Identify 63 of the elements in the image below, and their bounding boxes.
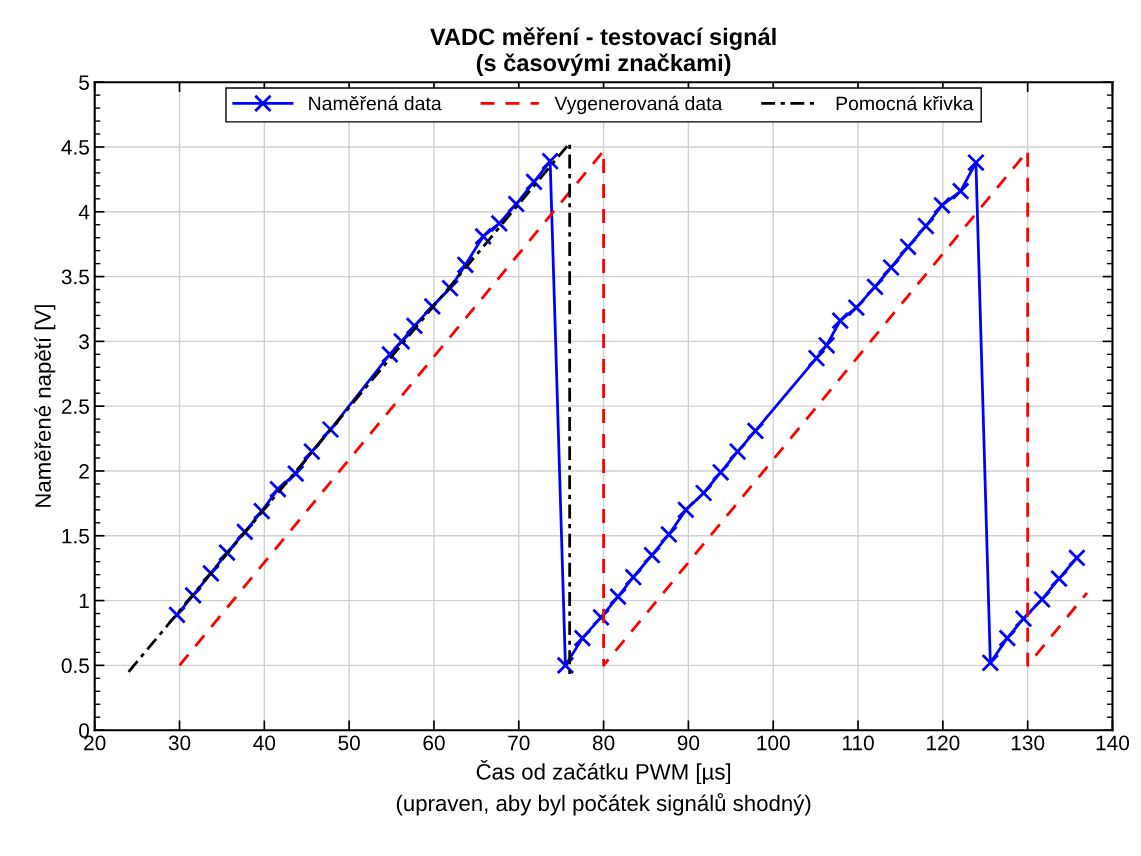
- point: [728, 442, 747, 461]
- y-tick-label: 2.5: [61, 399, 89, 414]
- legend-label: Vygenerovaná data: [554, 95, 723, 115]
- x-tick-label: 80: [592, 735, 615, 751]
- x-tick-label: 110: [843, 735, 874, 751]
- point: [659, 525, 678, 544]
- y-tick-label: 3.5: [61, 269, 89, 285]
- y-tick-label: 1: [79, 593, 89, 609]
- point: [573, 629, 592, 648]
- point: [392, 332, 411, 351]
- point: [865, 277, 885, 296]
- point: [932, 196, 952, 215]
- x-tick-label: 50: [338, 735, 360, 751]
- point: [847, 298, 866, 317]
- point: [746, 421, 765, 440]
- x-tick-label: 90: [677, 735, 700, 751]
- point: [624, 568, 643, 587]
- y-tick-label: 5: [79, 75, 89, 90]
- legend-label: Pomocná křivka: [836, 95, 974, 111]
- y-tick-label: 3: [79, 334, 89, 350]
- point: [899, 237, 918, 256]
- point: [405, 316, 424, 335]
- point: [642, 546, 661, 565]
- point: [1067, 548, 1086, 567]
- x-tick-label: 70: [508, 735, 530, 751]
- point: [966, 153, 985, 172]
- point: [474, 227, 493, 246]
- point: [807, 349, 826, 368]
- point: [951, 182, 970, 201]
- x-tick-label: 120: [927, 735, 960, 751]
- point: [1033, 590, 1052, 609]
- point: [268, 480, 287, 499]
- point: [608, 587, 628, 606]
- x-axis-title: Čas od začátku PWM [µs] (upraven, aby byl počátek signálů shodný): [396, 760, 811, 816]
- point: [817, 336, 836, 355]
- point: [490, 214, 509, 233]
- y-tick-label: 2: [79, 463, 89, 479]
- x-tick-label: 40: [253, 735, 276, 751]
- legend-label: Naměřená data: [309, 95, 442, 111]
- y-tick-label: 1.5: [62, 528, 89, 544]
- y-tick-label: 4: [78, 204, 90, 220]
- point: [981, 653, 1000, 672]
- point: [916, 217, 935, 236]
- point: [507, 194, 526, 214]
- point: [1050, 569, 1069, 588]
- y-tick-label: 4.5: [61, 140, 89, 155]
- point: [998, 629, 1017, 648]
- point: [380, 345, 399, 364]
- x-tick-label: 140: [1096, 735, 1130, 751]
- point: [831, 311, 850, 330]
- y-tick-label: 0.5: [61, 658, 89, 674]
- x-tick-label: 30: [168, 735, 191, 751]
- x-tick-label: 130: [1011, 735, 1045, 751]
- point: [541, 152, 560, 171]
- y-axis-title: Naměřené napětí [V]: [34, 305, 56, 507]
- point: [676, 500, 695, 519]
- point: [882, 258, 901, 277]
- point: [711, 463, 730, 482]
- x-tick-label: 60: [423, 735, 445, 751]
- point: [694, 483, 713, 503]
- chart-title: VADC měření - testovací signál (s časovými značkami): [430, 27, 776, 76]
- x-tick-label: 100: [757, 735, 790, 751]
- point: [525, 172, 544, 191]
